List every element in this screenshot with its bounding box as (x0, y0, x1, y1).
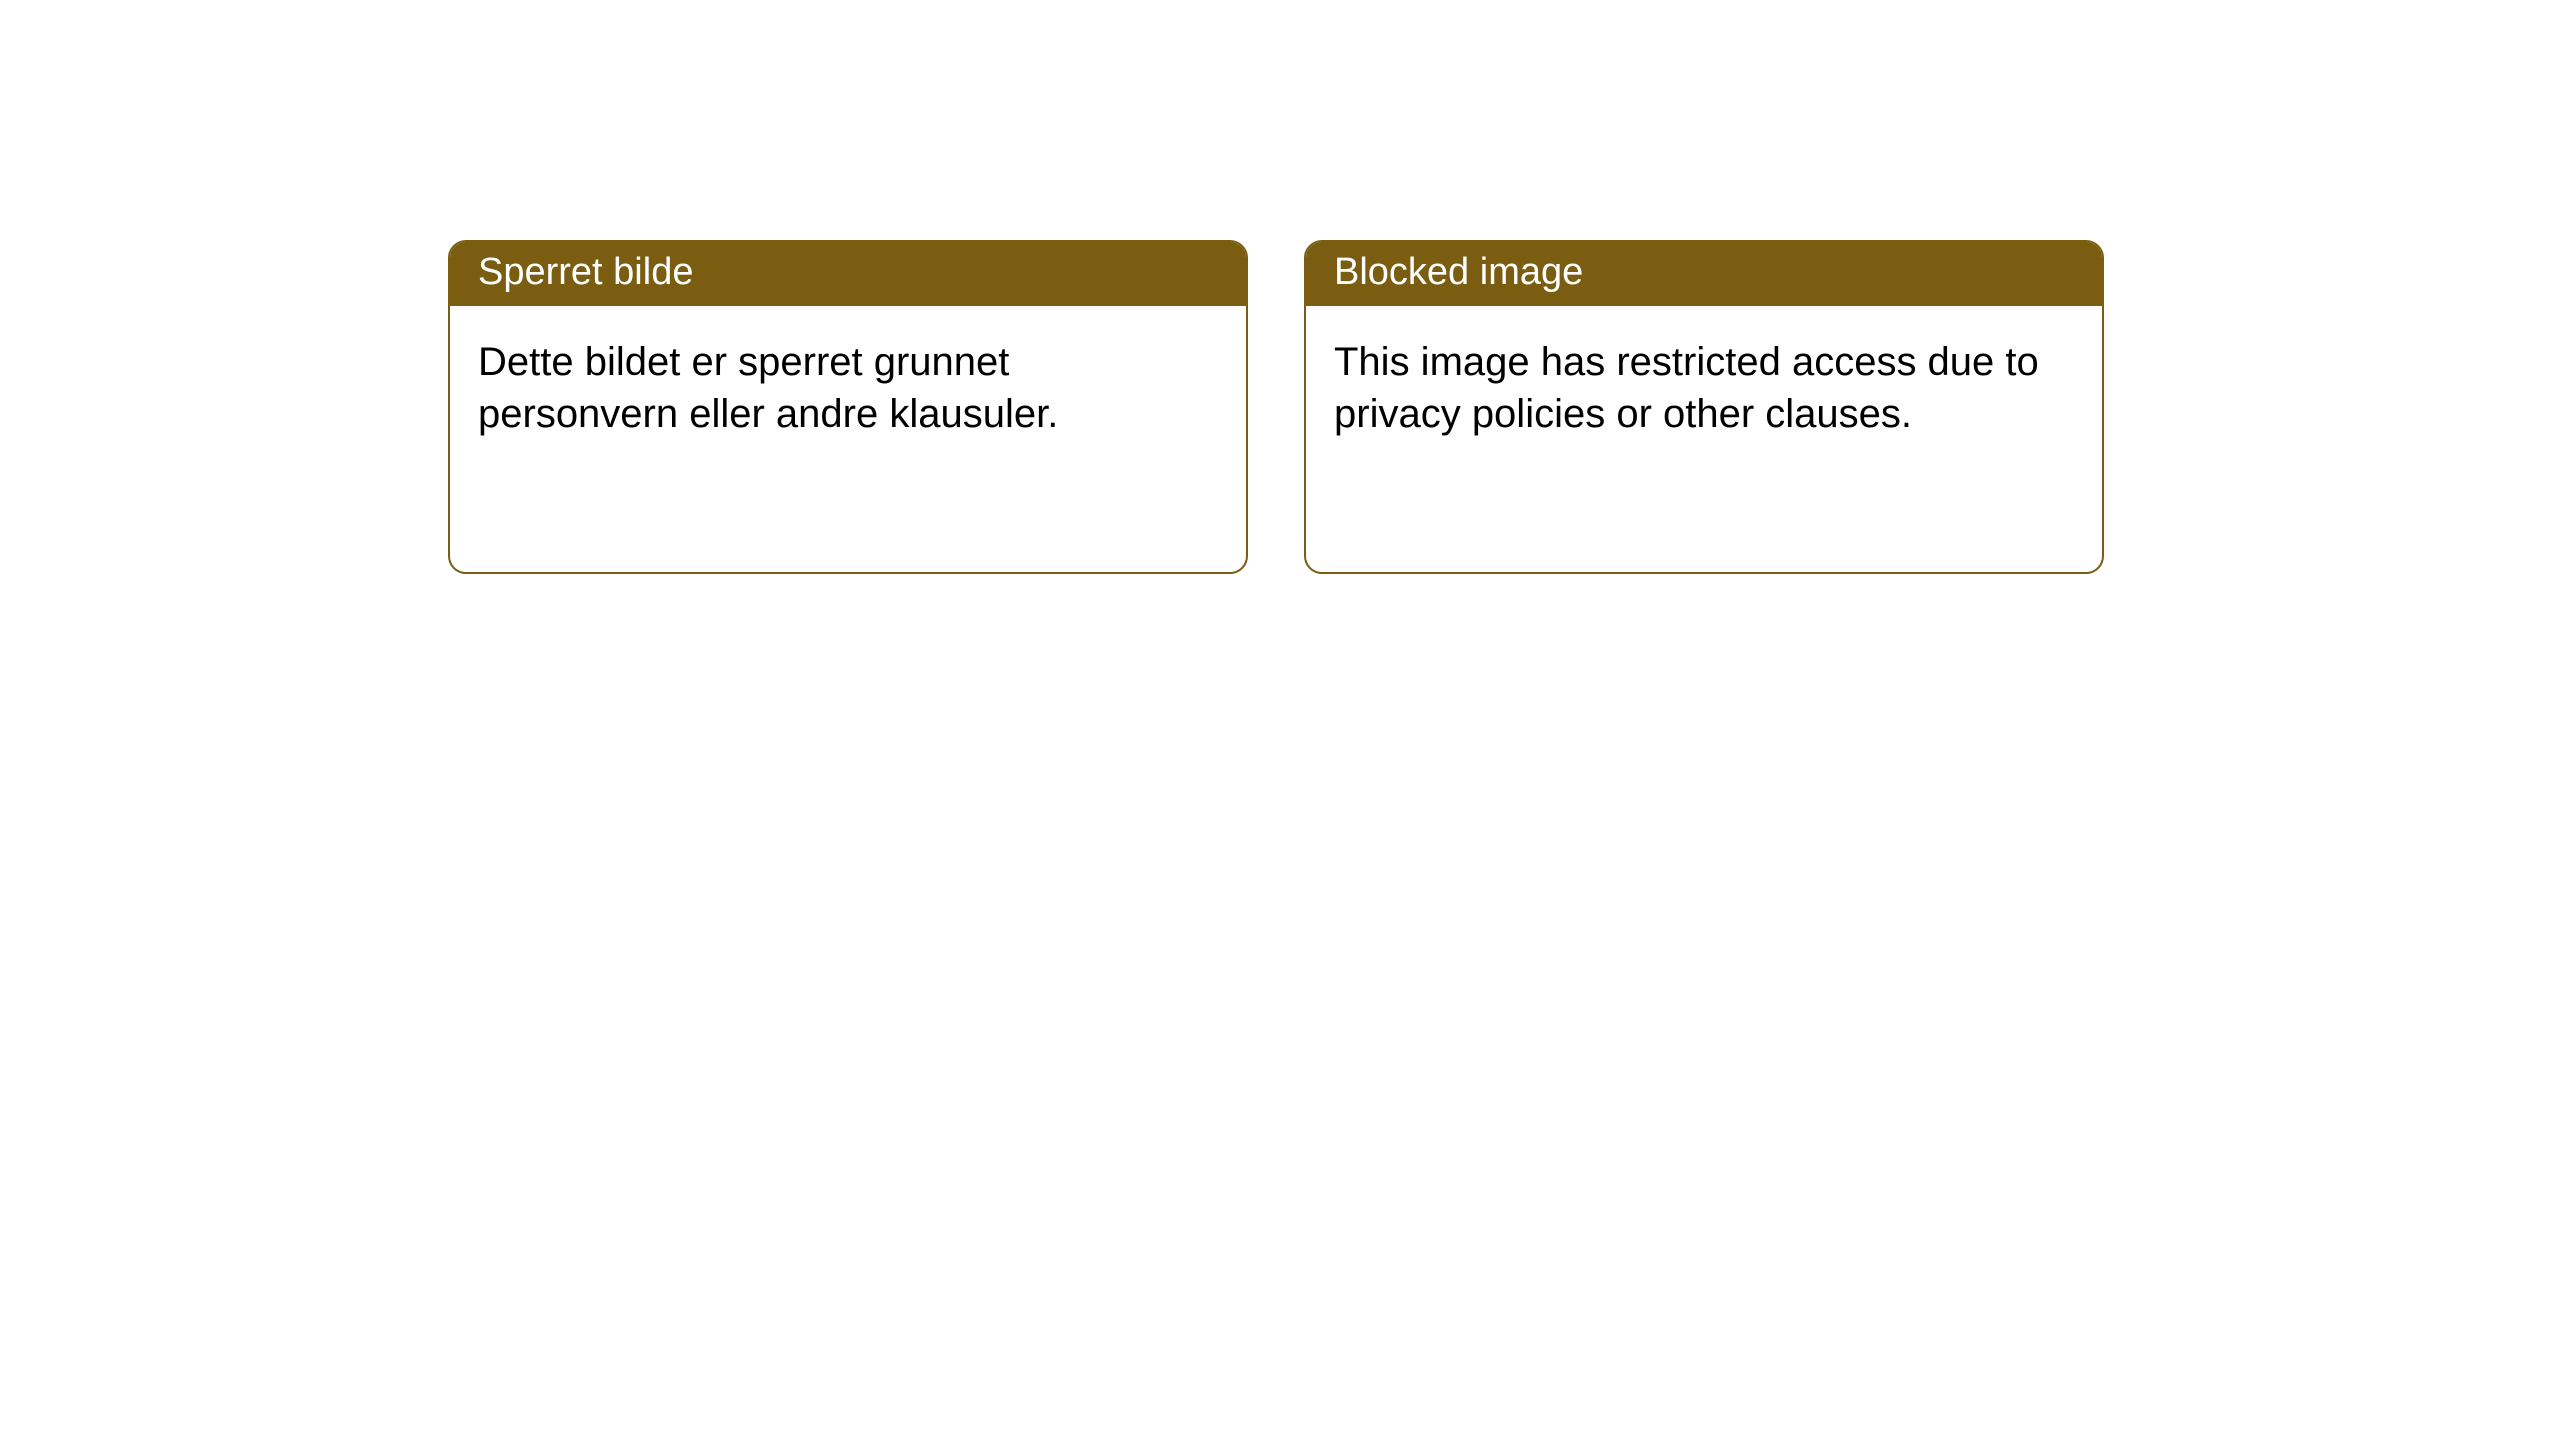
notice-card-norwegian: Sperret bilde Dette bildet er sperret gr… (448, 240, 1248, 574)
notice-body-english: This image has restricted access due to … (1306, 306, 2102, 472)
notice-header-norwegian: Sperret bilde (450, 242, 1246, 306)
notice-container: Sperret bilde Dette bildet er sperret gr… (0, 0, 2560, 574)
notice-card-english: Blocked image This image has restricted … (1304, 240, 2104, 574)
notice-header-english: Blocked image (1306, 242, 2102, 306)
notice-body-norwegian: Dette bildet er sperret grunnet personve… (450, 306, 1246, 472)
